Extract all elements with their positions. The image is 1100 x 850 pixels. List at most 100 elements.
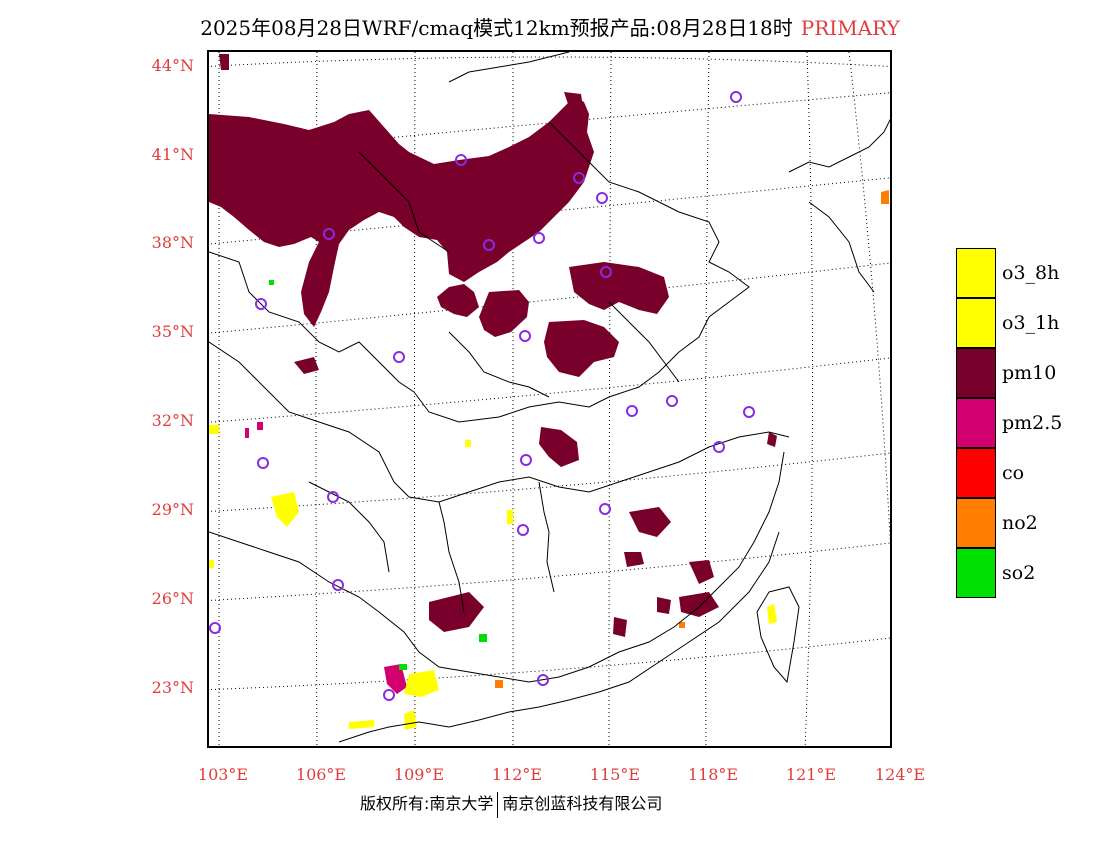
so2-patch-c (399, 664, 407, 670)
boundary-inner-d (538, 481, 555, 593)
title-primary-tag: PRIMARY (800, 16, 900, 40)
pm10-patch-l (657, 597, 671, 614)
so2-patch-a (269, 280, 274, 285)
boundary-mongolia (448, 52, 570, 83)
legend-label: co (1002, 462, 1025, 484)
graticule-lon-118 (704, 52, 710, 746)
boundary-inner-f (308, 481, 390, 573)
legend-label: o3_1h (1002, 312, 1060, 334)
legend-swatch (956, 248, 996, 298)
legend-swatch (956, 298, 996, 348)
station-marker (517, 524, 529, 536)
pm10-patch-b (479, 290, 529, 337)
station-marker (520, 454, 532, 466)
no2-patch-c (679, 622, 685, 628)
lon-label-118: 118°E (687, 765, 739, 784)
boundary-inner-a (358, 151, 450, 253)
lon-label-115: 115°E (589, 765, 641, 784)
pm10-patch-e (539, 427, 579, 467)
station-marker (600, 266, 612, 278)
graticule-lon-115 (608, 52, 612, 746)
boundaries (209, 52, 890, 743)
pm10-patch-p (219, 54, 229, 70)
pm25-patch-c (245, 428, 249, 438)
lon-label-109: 109°E (393, 765, 445, 784)
o3-patch-b (404, 670, 439, 697)
station-marker (573, 172, 585, 184)
station-marker (743, 406, 755, 418)
o3-patch-h (349, 720, 374, 729)
station-marker (383, 689, 395, 701)
lat-label-41: 41°N (151, 145, 194, 164)
boundary-inner-e (438, 501, 465, 613)
lat-label-23: 23°N (151, 678, 194, 697)
station-marker (455, 154, 467, 166)
lon-label-112: 112°E (491, 765, 543, 784)
graticule-lon-109 (414, 52, 416, 746)
pm10-patch-m (564, 92, 583, 107)
no2-patch-a (881, 190, 889, 204)
station-marker (730, 91, 742, 103)
station-marker (393, 351, 405, 363)
legend-label: pm2.5 (1002, 412, 1063, 434)
o3-region (209, 425, 777, 730)
legend-label: so2 (1002, 562, 1036, 584)
station-marker (323, 228, 335, 240)
legend-label: no2 (1002, 512, 1038, 534)
station-marker (332, 579, 344, 591)
map-title: 2025年08月28日WRF/cmaq模式12km预报产品:08月28日18时 P… (0, 12, 1100, 41)
boundary-coast (338, 531, 780, 743)
no2-region (495, 190, 889, 688)
pm10-patch-o (767, 432, 777, 447)
o3-patch-e (507, 510, 513, 524)
station-marker (533, 232, 545, 244)
o3-patch-c (404, 710, 417, 730)
legend-swatch (956, 448, 996, 498)
station-markers (209, 91, 755, 701)
pm10-patch-g (679, 592, 719, 617)
footer-right: 南京创蓝科技有限公司 (502, 794, 663, 813)
o3-patch-g (767, 604, 777, 624)
o3-patch-f (465, 440, 471, 447)
boundary-taiwan (756, 586, 800, 684)
station-marker (596, 192, 608, 204)
lon-label-124: 124°E (874, 765, 926, 784)
lat-label-32: 32°N (151, 411, 194, 430)
station-marker (483, 239, 495, 251)
legend-swatch (956, 348, 996, 398)
station-marker (599, 503, 611, 515)
boundary-inner-c (608, 301, 680, 383)
o3-patch-a (271, 492, 299, 527)
station-marker (713, 441, 725, 453)
legend-swatch (956, 548, 996, 598)
pm10-patch-k (624, 552, 644, 567)
legend-swatch (956, 398, 996, 448)
lat-label-35: 35°N (151, 322, 194, 341)
graticule-lat-26 (209, 542, 890, 601)
boundary-c (209, 451, 785, 683)
graticule-lon-124 (848, 52, 890, 545)
pm25-patch-a (384, 664, 407, 694)
so2-region (269, 280, 487, 670)
pm10-patch-h (429, 592, 484, 632)
map-area (207, 50, 892, 748)
station-marker (626, 405, 638, 417)
pm10-patch-j (294, 357, 319, 374)
lat-label-38: 38°N (151, 233, 194, 252)
map-canvas (209, 52, 890, 746)
boundary-b (209, 341, 790, 503)
copyright-footer: 版权所有:南京大学 南京创蓝科技有限公司 (360, 790, 662, 818)
graticule-lat-44 (209, 56, 890, 68)
boundary-korea (808, 201, 875, 293)
legend-swatch (956, 498, 996, 548)
pm10-region (209, 54, 777, 637)
lon-label-103: 103°E (197, 765, 249, 784)
lat-label-26: 26°N (151, 589, 194, 608)
lon-label-121: 121°E (785, 765, 837, 784)
footer-divider (497, 791, 499, 818)
pm10-patch-f (629, 507, 671, 537)
station-marker (209, 622, 221, 634)
title-text: 2025年08月28日WRF/cmaq模式12km预报产品:08月28日18时 (200, 16, 793, 40)
station-marker (257, 457, 269, 469)
legend-label: o3_8h (1002, 262, 1060, 284)
